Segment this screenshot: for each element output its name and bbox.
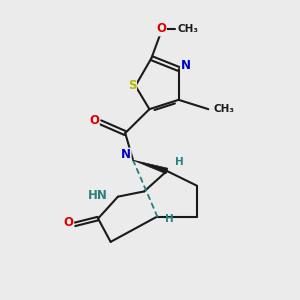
Text: O: O [63, 216, 73, 230]
Text: O: O [156, 22, 166, 35]
Polygon shape [133, 160, 168, 174]
Text: S: S [128, 79, 136, 92]
Text: H: H [166, 214, 174, 224]
Text: N: N [181, 59, 191, 73]
Text: CH₃: CH₃ [178, 24, 199, 34]
Text: H: H [175, 157, 184, 167]
Text: O: O [89, 114, 99, 127]
Text: N: N [121, 148, 131, 161]
Text: CH₃: CH₃ [214, 104, 235, 114]
Text: HN: HN [88, 189, 108, 202]
